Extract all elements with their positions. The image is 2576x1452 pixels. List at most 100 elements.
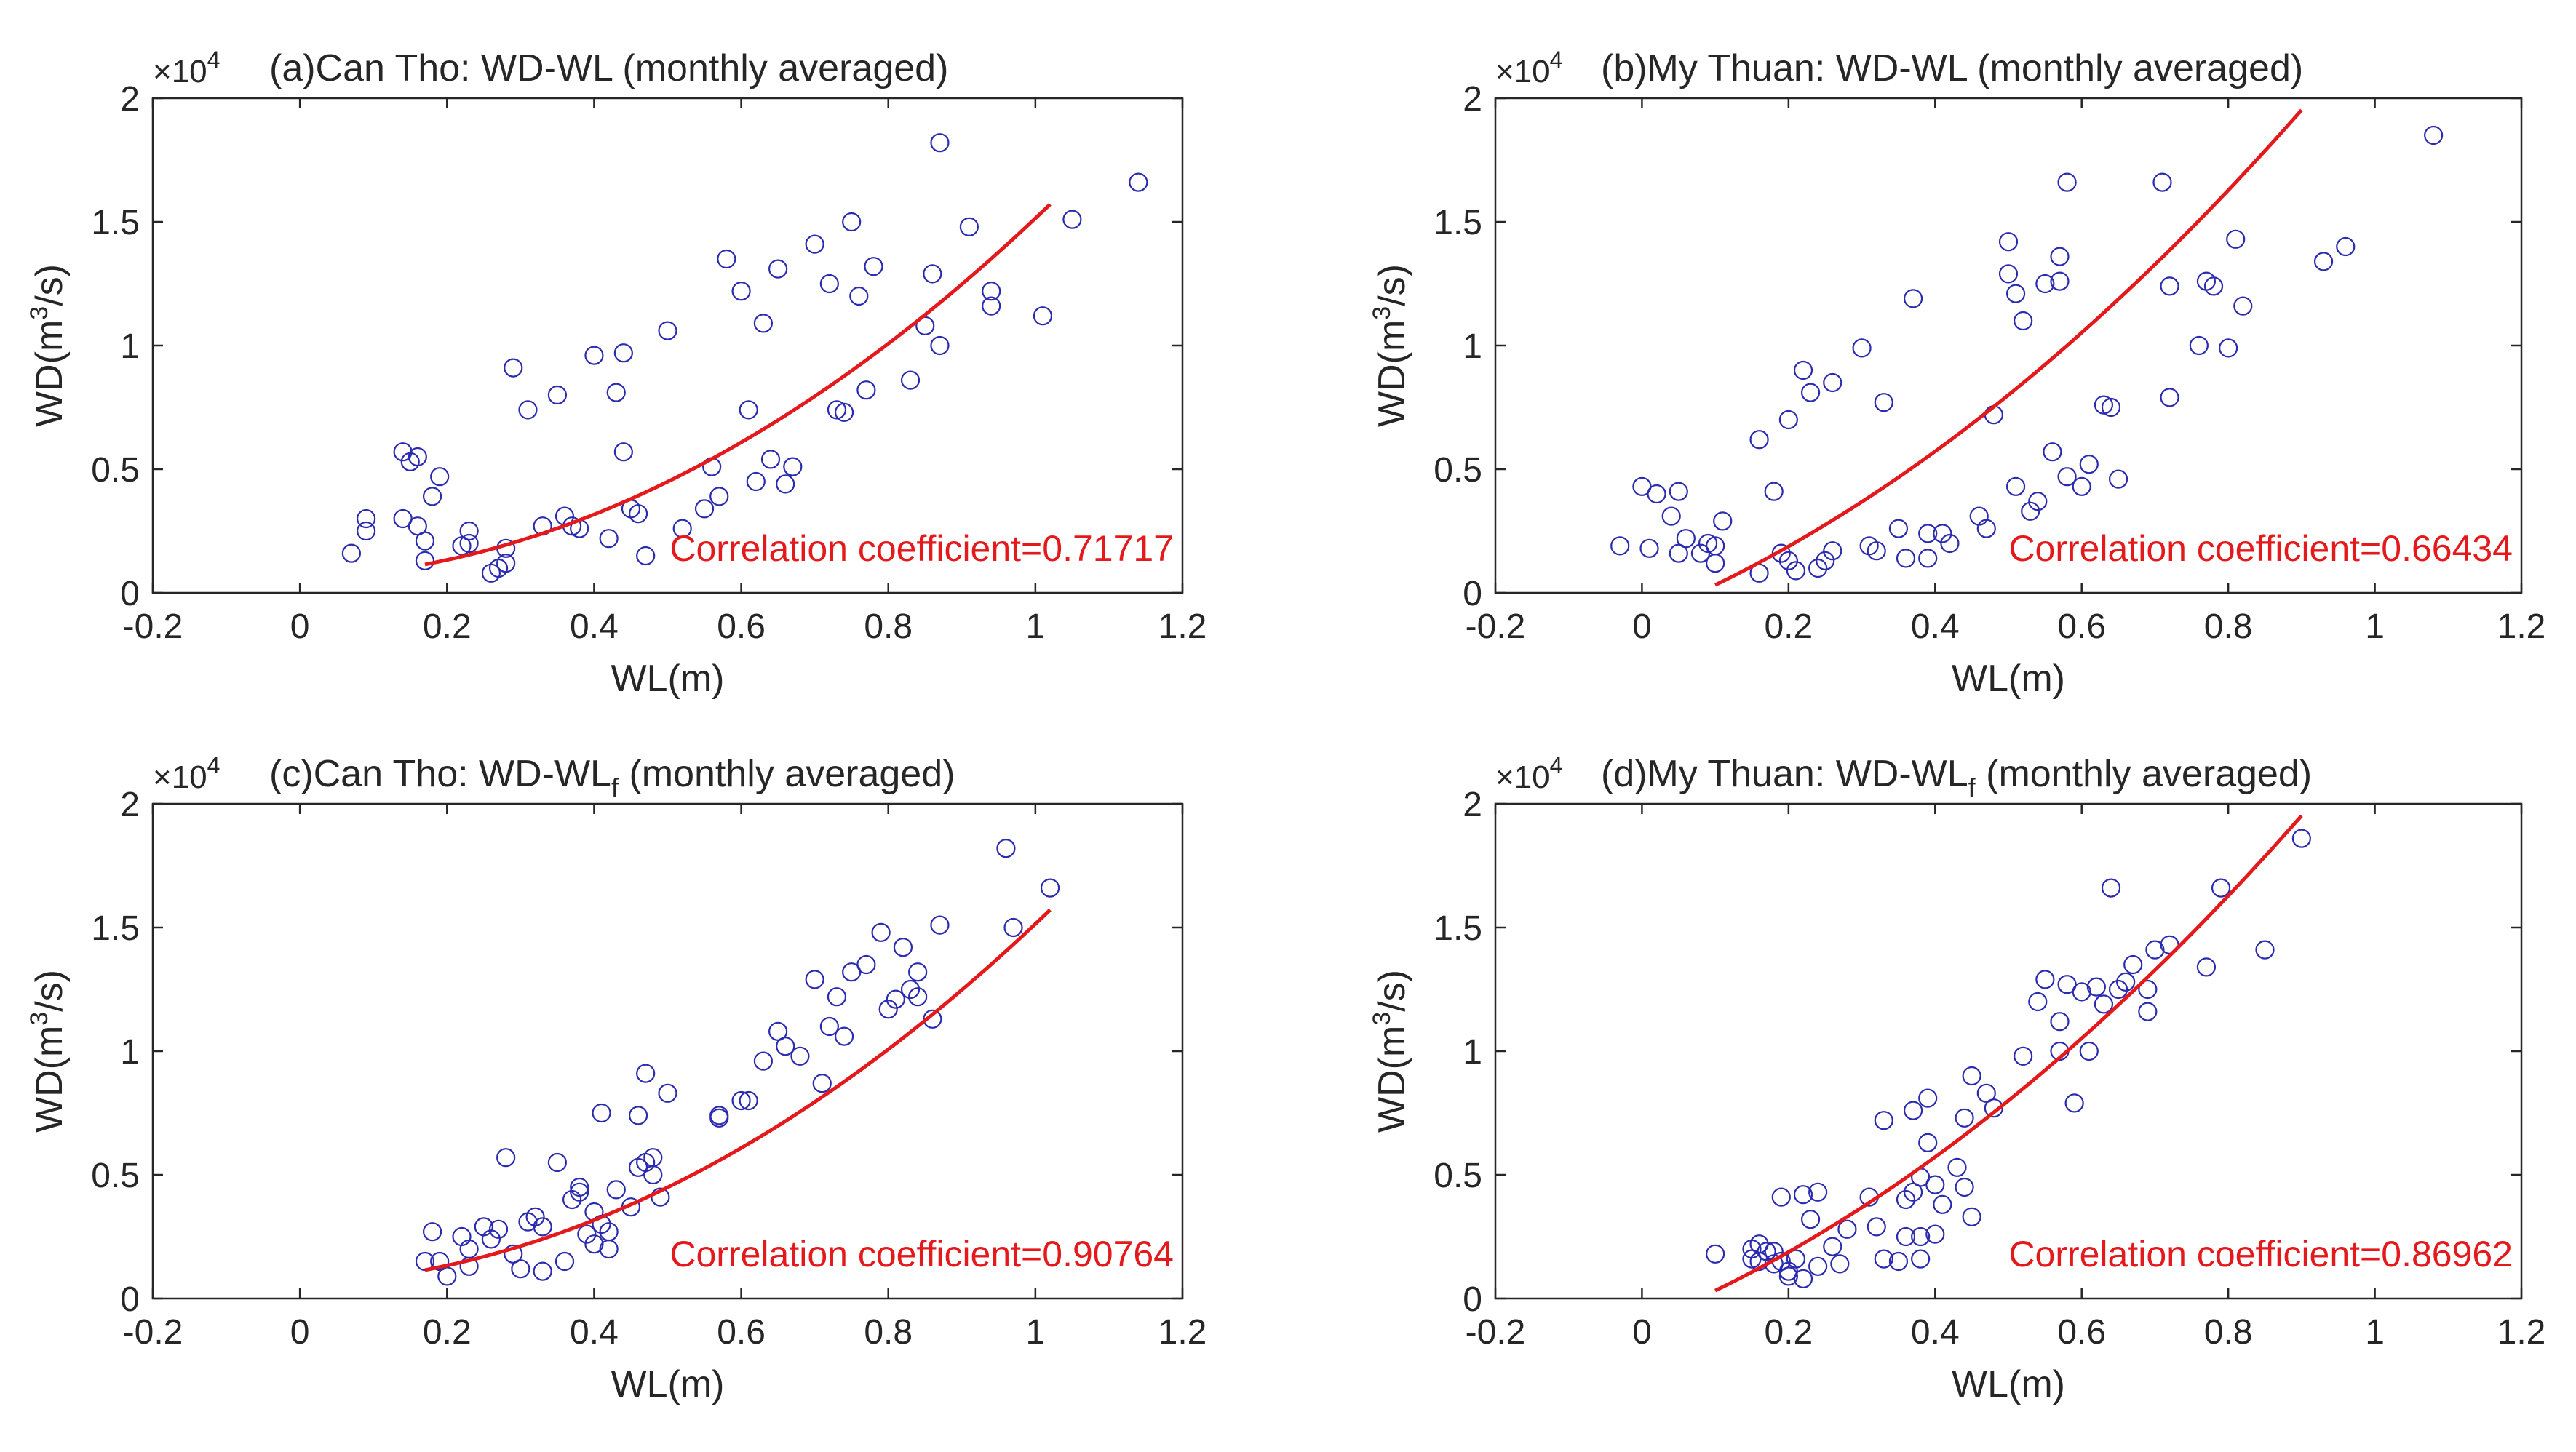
- x-tick-label: 1.2: [1158, 607, 1207, 646]
- data-point: [488, 1219, 509, 1239]
- data-point: [717, 249, 736, 269]
- data-point: [871, 922, 891, 942]
- data-point: [658, 1083, 677, 1103]
- x-tick-label: 0.2: [1764, 607, 1813, 646]
- data-point: [570, 1182, 589, 1202]
- data-point: [709, 487, 729, 506]
- data-point: [760, 450, 781, 469]
- data-point: [2072, 982, 2091, 1002]
- x-axis-label: WL(m): [1952, 1363, 2065, 1405]
- data-point: [658, 321, 677, 340]
- data-point: [459, 533, 479, 554]
- data-point: [2116, 972, 2136, 992]
- data-point: [577, 1224, 597, 1244]
- data-point: [1867, 1217, 1886, 1237]
- x-tick-label: 0: [290, 607, 310, 646]
- y-tick-label: 0.5: [91, 1157, 140, 1195]
- x-tick-label: 0.4: [570, 607, 619, 646]
- data-point: [1903, 1101, 1923, 1120]
- y-multiplier: ×104: [153, 752, 220, 795]
- data-point: [819, 274, 839, 294]
- data-point: [834, 402, 854, 422]
- chart-panel-a: -0.2 0 0.2 0.4 0.6 0.8 1 1.200.511.52WL(m)WD(m3…: [25, 47, 1206, 700]
- data-point: [1918, 549, 1938, 568]
- data-point: [1984, 1098, 2003, 1118]
- data-point: [422, 1222, 442, 1242]
- data-point: [1129, 172, 1148, 192]
- data-point: [1911, 1226, 1931, 1247]
- x-tick-label: 0.6: [2057, 607, 2106, 646]
- y-tick-label: 0: [120, 1280, 140, 1319]
- data-point: [776, 474, 795, 494]
- data-point: [1778, 551, 1798, 570]
- data-point: [1808, 1256, 1828, 1276]
- scatter-points: [1706, 829, 2311, 1288]
- y-tick-label: 0: [1463, 1280, 1482, 1319]
- data-point: [930, 335, 950, 356]
- y-tick-label: 0.5: [91, 451, 140, 490]
- y-multiplier: ×104: [153, 47, 220, 89]
- data-point: [430, 1251, 450, 1272]
- data-point: [357, 508, 376, 529]
- scatter-points: [1610, 125, 2444, 583]
- data-point: [783, 457, 803, 476]
- x-tick-label: 1: [1026, 607, 1046, 646]
- y-tick-label: 1.5: [1434, 204, 1482, 242]
- data-point: [393, 442, 413, 462]
- y-tick-label: 2: [120, 80, 140, 119]
- data-point: [1003, 917, 1023, 938]
- x-tick-label: 1: [1026, 1313, 1046, 1352]
- data-point: [1933, 1194, 1952, 1214]
- x-tick-label: 0.8: [864, 607, 913, 646]
- data-point: [459, 521, 479, 541]
- y-axis-label: WD(m3/s): [25, 970, 71, 1133]
- data-point: [776, 1037, 795, 1056]
- data-point: [753, 1051, 773, 1071]
- data-point: [2313, 252, 2334, 271]
- data-point: [570, 1177, 589, 1197]
- x-tick-label: 0.2: [1764, 1313, 1813, 1352]
- correlation-label: Correlation coefficient=0.66434: [2008, 528, 2513, 569]
- chart-title: (d)My Thuan: WD-WLf (monthly averaged): [1601, 753, 2312, 802]
- data-point: [1786, 1249, 1806, 1269]
- data-point: [592, 1103, 611, 1123]
- x-tick-label: -0.2: [1466, 607, 1526, 646]
- data-point: [1706, 554, 1725, 573]
- y-axis-label: WD(m3/s): [25, 264, 71, 427]
- data-point: [628, 1106, 648, 1125]
- data-point: [1610, 536, 1630, 556]
- data-point: [1062, 210, 1082, 229]
- data-point: [1706, 536, 1725, 556]
- data-point: [2005, 476, 2026, 496]
- data-point: [1955, 1108, 1974, 1128]
- x-tick-label: 1: [2365, 1313, 2385, 1352]
- data-point: [2050, 247, 2070, 266]
- data-point: [2021, 501, 2040, 521]
- data-point: [1874, 1111, 1893, 1130]
- chart-panel-d: -0.2 0 0.2 0.4 0.6 0.8 1 1.200.511.52WL(m)WD(m3…: [1368, 752, 2545, 1405]
- x-tick-label: 0.8: [2204, 607, 2253, 646]
- data-point: [2226, 229, 2246, 249]
- data-point: [1823, 372, 1842, 393]
- data-point: [2108, 979, 2128, 1000]
- data-point: [827, 400, 847, 420]
- data-point: [2211, 878, 2231, 898]
- x-tick-label: 1.2: [1158, 1313, 1207, 1352]
- x-tick-label: -0.2: [1466, 1313, 1526, 1352]
- data-point: [1867, 541, 1886, 561]
- data-point: [856, 954, 876, 975]
- data-point: [1771, 1187, 1791, 1207]
- chart-panel-b: -0.2 0 0.2 0.4 0.6 0.8 1 1.200.511.52WL(m)WD(m3…: [1368, 47, 2545, 700]
- data-point: [2005, 284, 2026, 303]
- data-point: [415, 551, 435, 570]
- data-point: [672, 519, 692, 538]
- x-tick-label: 0.8: [864, 1313, 913, 1352]
- data-point: [908, 962, 928, 982]
- data-point: [731, 282, 751, 301]
- data-point: [2043, 442, 2062, 462]
- data-point: [1661, 506, 1681, 526]
- data-point: [547, 1152, 567, 1173]
- data-point: [1713, 511, 1733, 531]
- data-point: [2196, 957, 2217, 977]
- data-point: [2086, 977, 2106, 997]
